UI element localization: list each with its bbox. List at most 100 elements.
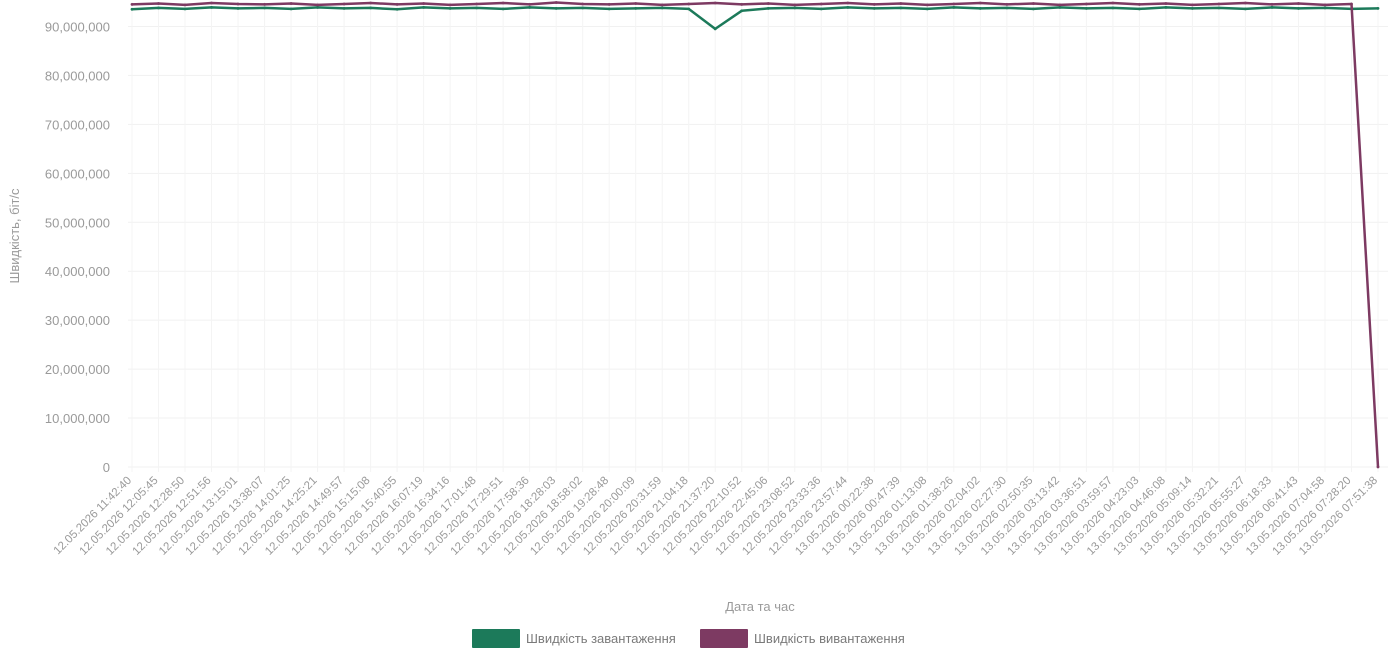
data-point-upload[interactable]: [395, 3, 399, 6]
data-point-upload[interactable]: [289, 2, 293, 5]
data-point-upload[interactable]: [872, 3, 876, 6]
legend-item-upload[interactable]: Швидкість вивантаження: [700, 629, 905, 648]
data-point-upload[interactable]: [634, 2, 638, 5]
data-point-download[interactable]: [554, 6, 558, 10]
data-point-upload[interactable]: [316, 3, 319, 7]
data-point-download[interactable]: [1164, 6, 1168, 9]
data-point-download[interactable]: [1270, 6, 1274, 9]
data-point-upload[interactable]: [607, 3, 611, 6]
data-point-upload[interactable]: [210, 1, 213, 5]
data-point-upload[interactable]: [1297, 2, 1300, 5]
data-point-download[interactable]: [634, 6, 638, 10]
data-point-download[interactable]: [528, 6, 532, 9]
data-point-download[interactable]: [316, 6, 319, 9]
data-point-upload[interactable]: [157, 2, 160, 5]
data-point-download[interactable]: [130, 7, 134, 11]
data-point-download[interactable]: [607, 7, 611, 11]
data-point-download[interactable]: [925, 7, 929, 11]
data-point-download[interactable]: [183, 7, 187, 11]
data-point-download[interactable]: [978, 6, 982, 10]
data-point-upload[interactable]: [1244, 1, 1247, 5]
data-point-upload[interactable]: [581, 2, 585, 6]
data-point-upload[interactable]: [183, 3, 187, 7]
data-point-upload[interactable]: [1058, 3, 1062, 7]
data-point-download[interactable]: [793, 6, 797, 10]
data-point-download[interactable]: [1297, 6, 1300, 10]
data-point-download[interactable]: [740, 9, 744, 13]
data-point-upload[interactable]: [1032, 2, 1035, 5]
data-point-download[interactable]: [899, 6, 903, 10]
data-point-upload[interactable]: [1191, 3, 1194, 7]
data-point-upload[interactable]: [1350, 2, 1353, 6]
data-point-download[interactable]: [1085, 6, 1088, 10]
data-point-upload[interactable]: [1164, 2, 1168, 5]
data-point-upload[interactable]: [1005, 3, 1009, 6]
data-point-download[interactable]: [952, 6, 956, 9]
data-point-download[interactable]: [210, 6, 213, 9]
data-point-upload[interactable]: [713, 1, 717, 5]
data-point-upload[interactable]: [448, 3, 452, 7]
data-point-download[interactable]: [660, 6, 664, 10]
series-line-download[interactable]: [131, 6, 1379, 31]
data-point-download[interactable]: [1376, 6, 1380, 10]
data-point-download[interactable]: [475, 6, 478, 10]
data-point-upload[interactable]: [528, 3, 532, 6]
data-point-upload[interactable]: [766, 2, 770, 5]
data-point-download[interactable]: [1323, 6, 1327, 10]
data-point-download[interactable]: [581, 6, 585, 10]
data-point-upload[interactable]: [422, 2, 425, 5]
data-point-upload[interactable]: [1323, 3, 1327, 7]
data-point-download[interactable]: [819, 7, 823, 11]
data-point-download[interactable]: [263, 6, 266, 10]
series-line-upload[interactable]: [131, 1, 1380, 468]
data-point-upload[interactable]: [236, 2, 240, 6]
data-point-download[interactable]: [1191, 6, 1194, 10]
data-point-upload[interactable]: [819, 2, 823, 6]
data-point-download[interactable]: [501, 7, 505, 11]
data-point-upload[interactable]: [1111, 1, 1115, 5]
data-point-download[interactable]: [289, 7, 293, 11]
data-point-download[interactable]: [157, 6, 160, 10]
data-point-upload[interactable]: [952, 2, 956, 6]
data-point-upload[interactable]: [130, 3, 134, 6]
data-point-upload[interactable]: [475, 2, 478, 6]
data-point-upload[interactable]: [925, 3, 929, 7]
data-point-upload[interactable]: [846, 1, 850, 5]
data-point-upload[interactable]: [263, 3, 266, 6]
data-point-upload[interactable]: [1217, 2, 1221, 6]
data-point-upload[interactable]: [554, 1, 558, 4]
data-point-upload[interactable]: [978, 1, 982, 5]
data-point-download[interactable]: [1058, 6, 1062, 9]
data-point-download[interactable]: [369, 6, 372, 10]
data-point-upload[interactable]: [501, 1, 505, 5]
data-point-download[interactable]: [1111, 6, 1115, 10]
data-point-upload[interactable]: [342, 2, 346, 6]
data-point-download[interactable]: [1244, 7, 1247, 11]
data-point-upload[interactable]: [899, 2, 903, 5]
data-point-download[interactable]: [1217, 6, 1221, 10]
data-point-upload[interactable]: [660, 3, 664, 7]
data-point-download[interactable]: [872, 6, 876, 10]
data-point-upload[interactable]: [793, 3, 797, 7]
data-point-download[interactable]: [1005, 6, 1009, 10]
legend-item-download[interactable]: Швидкість завантаження: [472, 629, 676, 648]
data-point-download[interactable]: [1138, 7, 1141, 11]
data-point-download[interactable]: [395, 7, 399, 11]
data-point-download[interactable]: [687, 7, 691, 11]
data-point-download[interactable]: [422, 6, 425, 9]
data-point-upload[interactable]: [740, 3, 744, 6]
data-point-upload[interactable]: [369, 1, 372, 5]
data-point-upload[interactable]: [1138, 3, 1141, 6]
data-point-download[interactable]: [1032, 7, 1035, 11]
data-point-download[interactable]: [713, 27, 717, 31]
data-point-download[interactable]: [448, 6, 452, 10]
data-point-download[interactable]: [342, 6, 346, 10]
data-point-upload[interactable]: [1270, 3, 1274, 6]
data-point-download[interactable]: [766, 6, 770, 10]
data-point-upload[interactable]: [1376, 465, 1380, 469]
legend: Швидкість завантаження Швидкість виванта…: [472, 629, 905, 648]
data-point-download[interactable]: [846, 6, 850, 9]
data-point-download[interactable]: [236, 6, 240, 10]
data-point-upload[interactable]: [687, 2, 691, 6]
data-point-upload[interactable]: [1085, 2, 1088, 6]
